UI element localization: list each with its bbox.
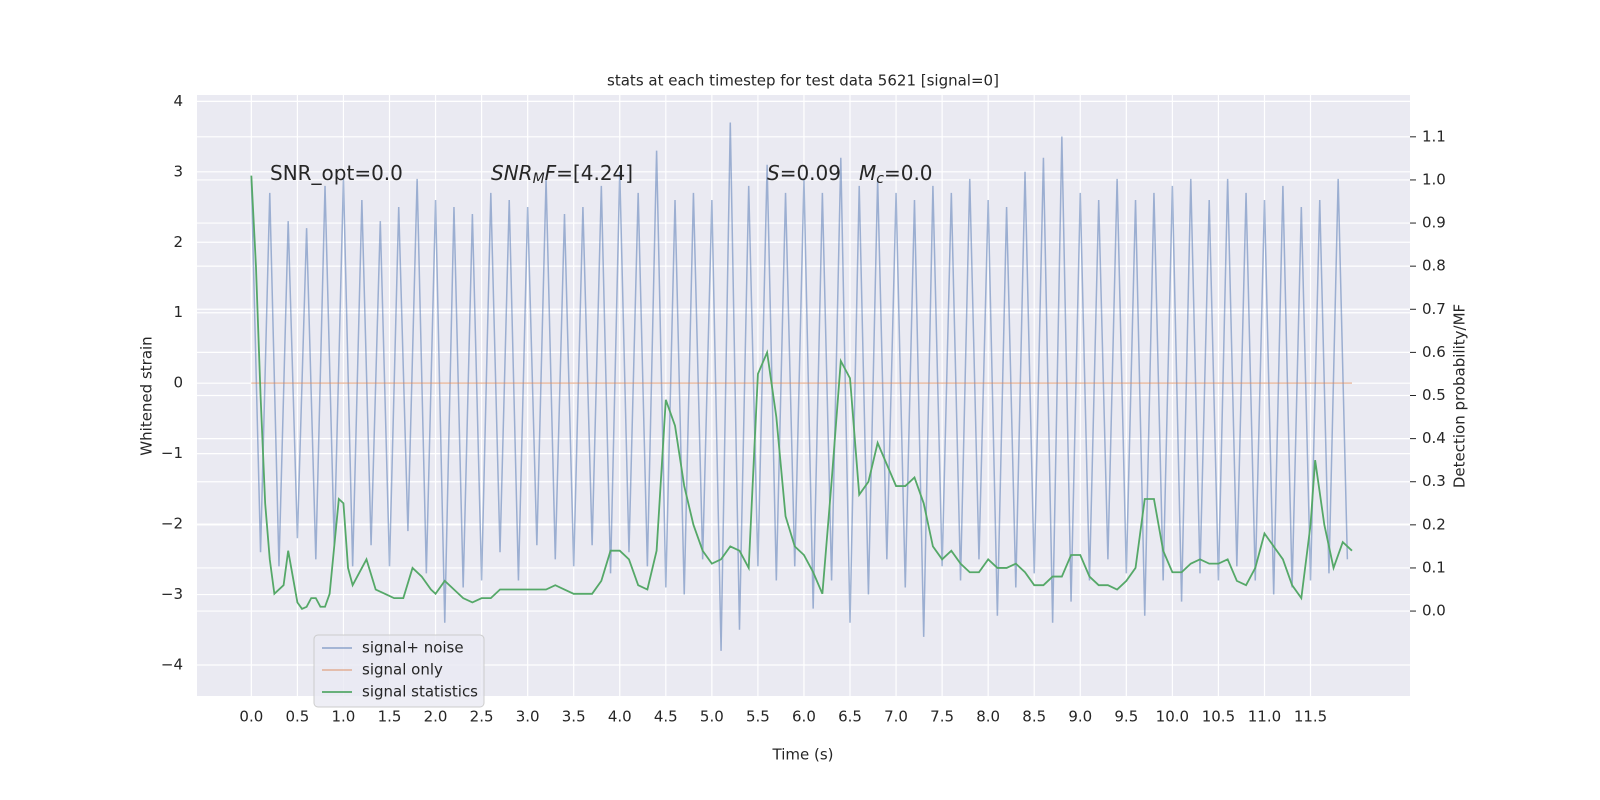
y2-tick-label: 0.8: [1422, 257, 1446, 275]
x-tick-label: 0.0: [239, 708, 263, 726]
x-tick-label: 6.0: [792, 708, 816, 726]
y-tick-label: −1: [161, 444, 183, 462]
y-tick-label: −2: [161, 515, 183, 533]
y-tick-label: 0: [173, 374, 183, 392]
x-tick-label: 6.5: [838, 708, 862, 726]
annotation: SNR_opt=0.0: [270, 161, 403, 185]
series-line: [250, 122, 1349, 651]
annotation-part: M: [533, 171, 545, 187]
y2-tick-label: 0.7: [1422, 300, 1446, 318]
legend-label: signal statistics: [362, 683, 478, 701]
x-tick-label: 7.0: [884, 708, 908, 726]
x-tick-label: 4.5: [654, 708, 678, 726]
y2-tick-label: 0.6: [1422, 343, 1446, 361]
y-tick-label: 3: [173, 162, 183, 180]
x-tick-label: 2.5: [470, 708, 494, 726]
x-tick-label: 3.5: [562, 708, 586, 726]
annotation: SNRMF=[4.24]: [491, 161, 633, 188]
y2-tick-label: 0.9: [1422, 214, 1446, 232]
y-tick-label: 2: [173, 233, 183, 251]
x-tick-label: 10.0: [1156, 708, 1189, 726]
x-tick-label: 11.5: [1294, 708, 1327, 726]
y2-tick-label: 0.4: [1422, 429, 1446, 447]
y2-axis-label: Detection probability/MF: [1451, 304, 1469, 488]
x-axis-label: Time (s): [772, 746, 834, 764]
marks: [250, 122, 1353, 651]
x-tick-label: 4.0: [608, 708, 632, 726]
legend: signal+ noise signal only signal statistic…: [313, 634, 485, 708]
x-tick-label: 5.0: [700, 708, 724, 726]
legend-frame: [313, 634, 485, 708]
x-tick-label: 7.5: [930, 708, 954, 726]
y-axis-label: Whitened strain: [138, 336, 156, 455]
y-tick-label: −4: [161, 655, 183, 673]
x-tick-label: 0.5: [285, 708, 309, 726]
annotation-part: c: [876, 171, 884, 187]
x-tick-label: 9.0: [1068, 708, 1092, 726]
series-line: [250, 175, 1353, 611]
x-tick-label: 8.0: [976, 708, 1000, 726]
x-tick-label: 1.0: [332, 708, 356, 726]
annotation-part: S: [767, 161, 780, 185]
x-tick-label: 5.5: [746, 708, 770, 726]
y-tick-label: 4: [173, 92, 183, 110]
y2-tick-label: 0.2: [1422, 515, 1446, 533]
y2-tick-label: 0.3: [1422, 472, 1446, 490]
annotation-part: SNR: [491, 161, 533, 185]
legend-label: signal only: [362, 661, 443, 679]
x-tick-label: 9.5: [1114, 708, 1138, 726]
annotation-part: =0.0: [884, 161, 933, 185]
annotation: Mc=0.0: [859, 161, 933, 188]
annotation-part: F: [545, 161, 557, 185]
annotation-part: M: [859, 161, 876, 185]
annotation-part: SNR_opt=0.0: [270, 161, 403, 185]
y2-tick-label: 0.0: [1422, 602, 1446, 620]
y-tick-label: 1: [173, 303, 183, 321]
y-tick-label: −3: [161, 585, 183, 603]
y2-tick-label: 0.5: [1422, 386, 1446, 404]
annotation-part: =[4.24]: [556, 161, 633, 185]
x-tick-label: 1.5: [378, 708, 402, 726]
annotation-part: =0.09: [780, 161, 841, 185]
y2-tick-label: 0.1: [1422, 558, 1446, 576]
x-tick-label: 10.5: [1202, 708, 1235, 726]
chart-title: stats at each timestep for test data 562…: [607, 72, 999, 90]
y2-tick-label: 1.0: [1422, 170, 1446, 188]
x-tick-label: 8.5: [1022, 708, 1046, 726]
annotation: S=0.09: [767, 161, 841, 185]
legend-label: signal+ noise: [362, 639, 464, 657]
x-tick-label: 11.0: [1248, 708, 1281, 726]
x-tick-label: 3.0: [516, 708, 540, 726]
y2-tick-label: 1.1: [1422, 127, 1446, 145]
x-tick-label: 2.0: [424, 708, 448, 726]
